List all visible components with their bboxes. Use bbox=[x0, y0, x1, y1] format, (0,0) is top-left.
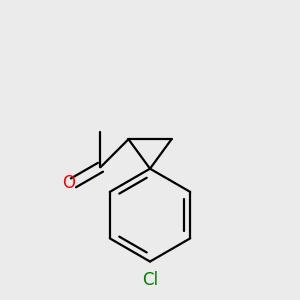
Text: O: O bbox=[62, 174, 76, 192]
Text: Cl: Cl bbox=[142, 271, 158, 289]
